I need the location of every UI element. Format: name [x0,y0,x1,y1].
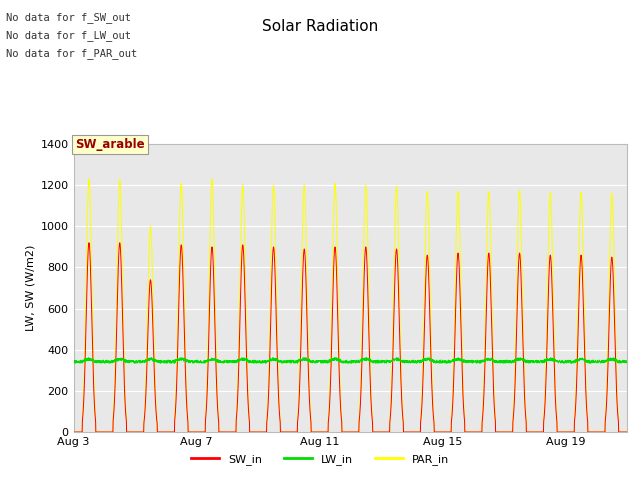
Text: No data for f_LW_out: No data for f_LW_out [6,30,131,41]
Text: No data for f_SW_out: No data for f_SW_out [6,12,131,23]
Y-axis label: LW, SW (W/m2): LW, SW (W/m2) [25,245,35,331]
Legend: SW_in, LW_in, PAR_in: SW_in, LW_in, PAR_in [187,450,453,469]
Text: Solar Radiation: Solar Radiation [262,19,378,34]
Text: SW_arable: SW_arable [75,138,145,151]
Text: No data for f_PAR_out: No data for f_PAR_out [6,48,138,60]
